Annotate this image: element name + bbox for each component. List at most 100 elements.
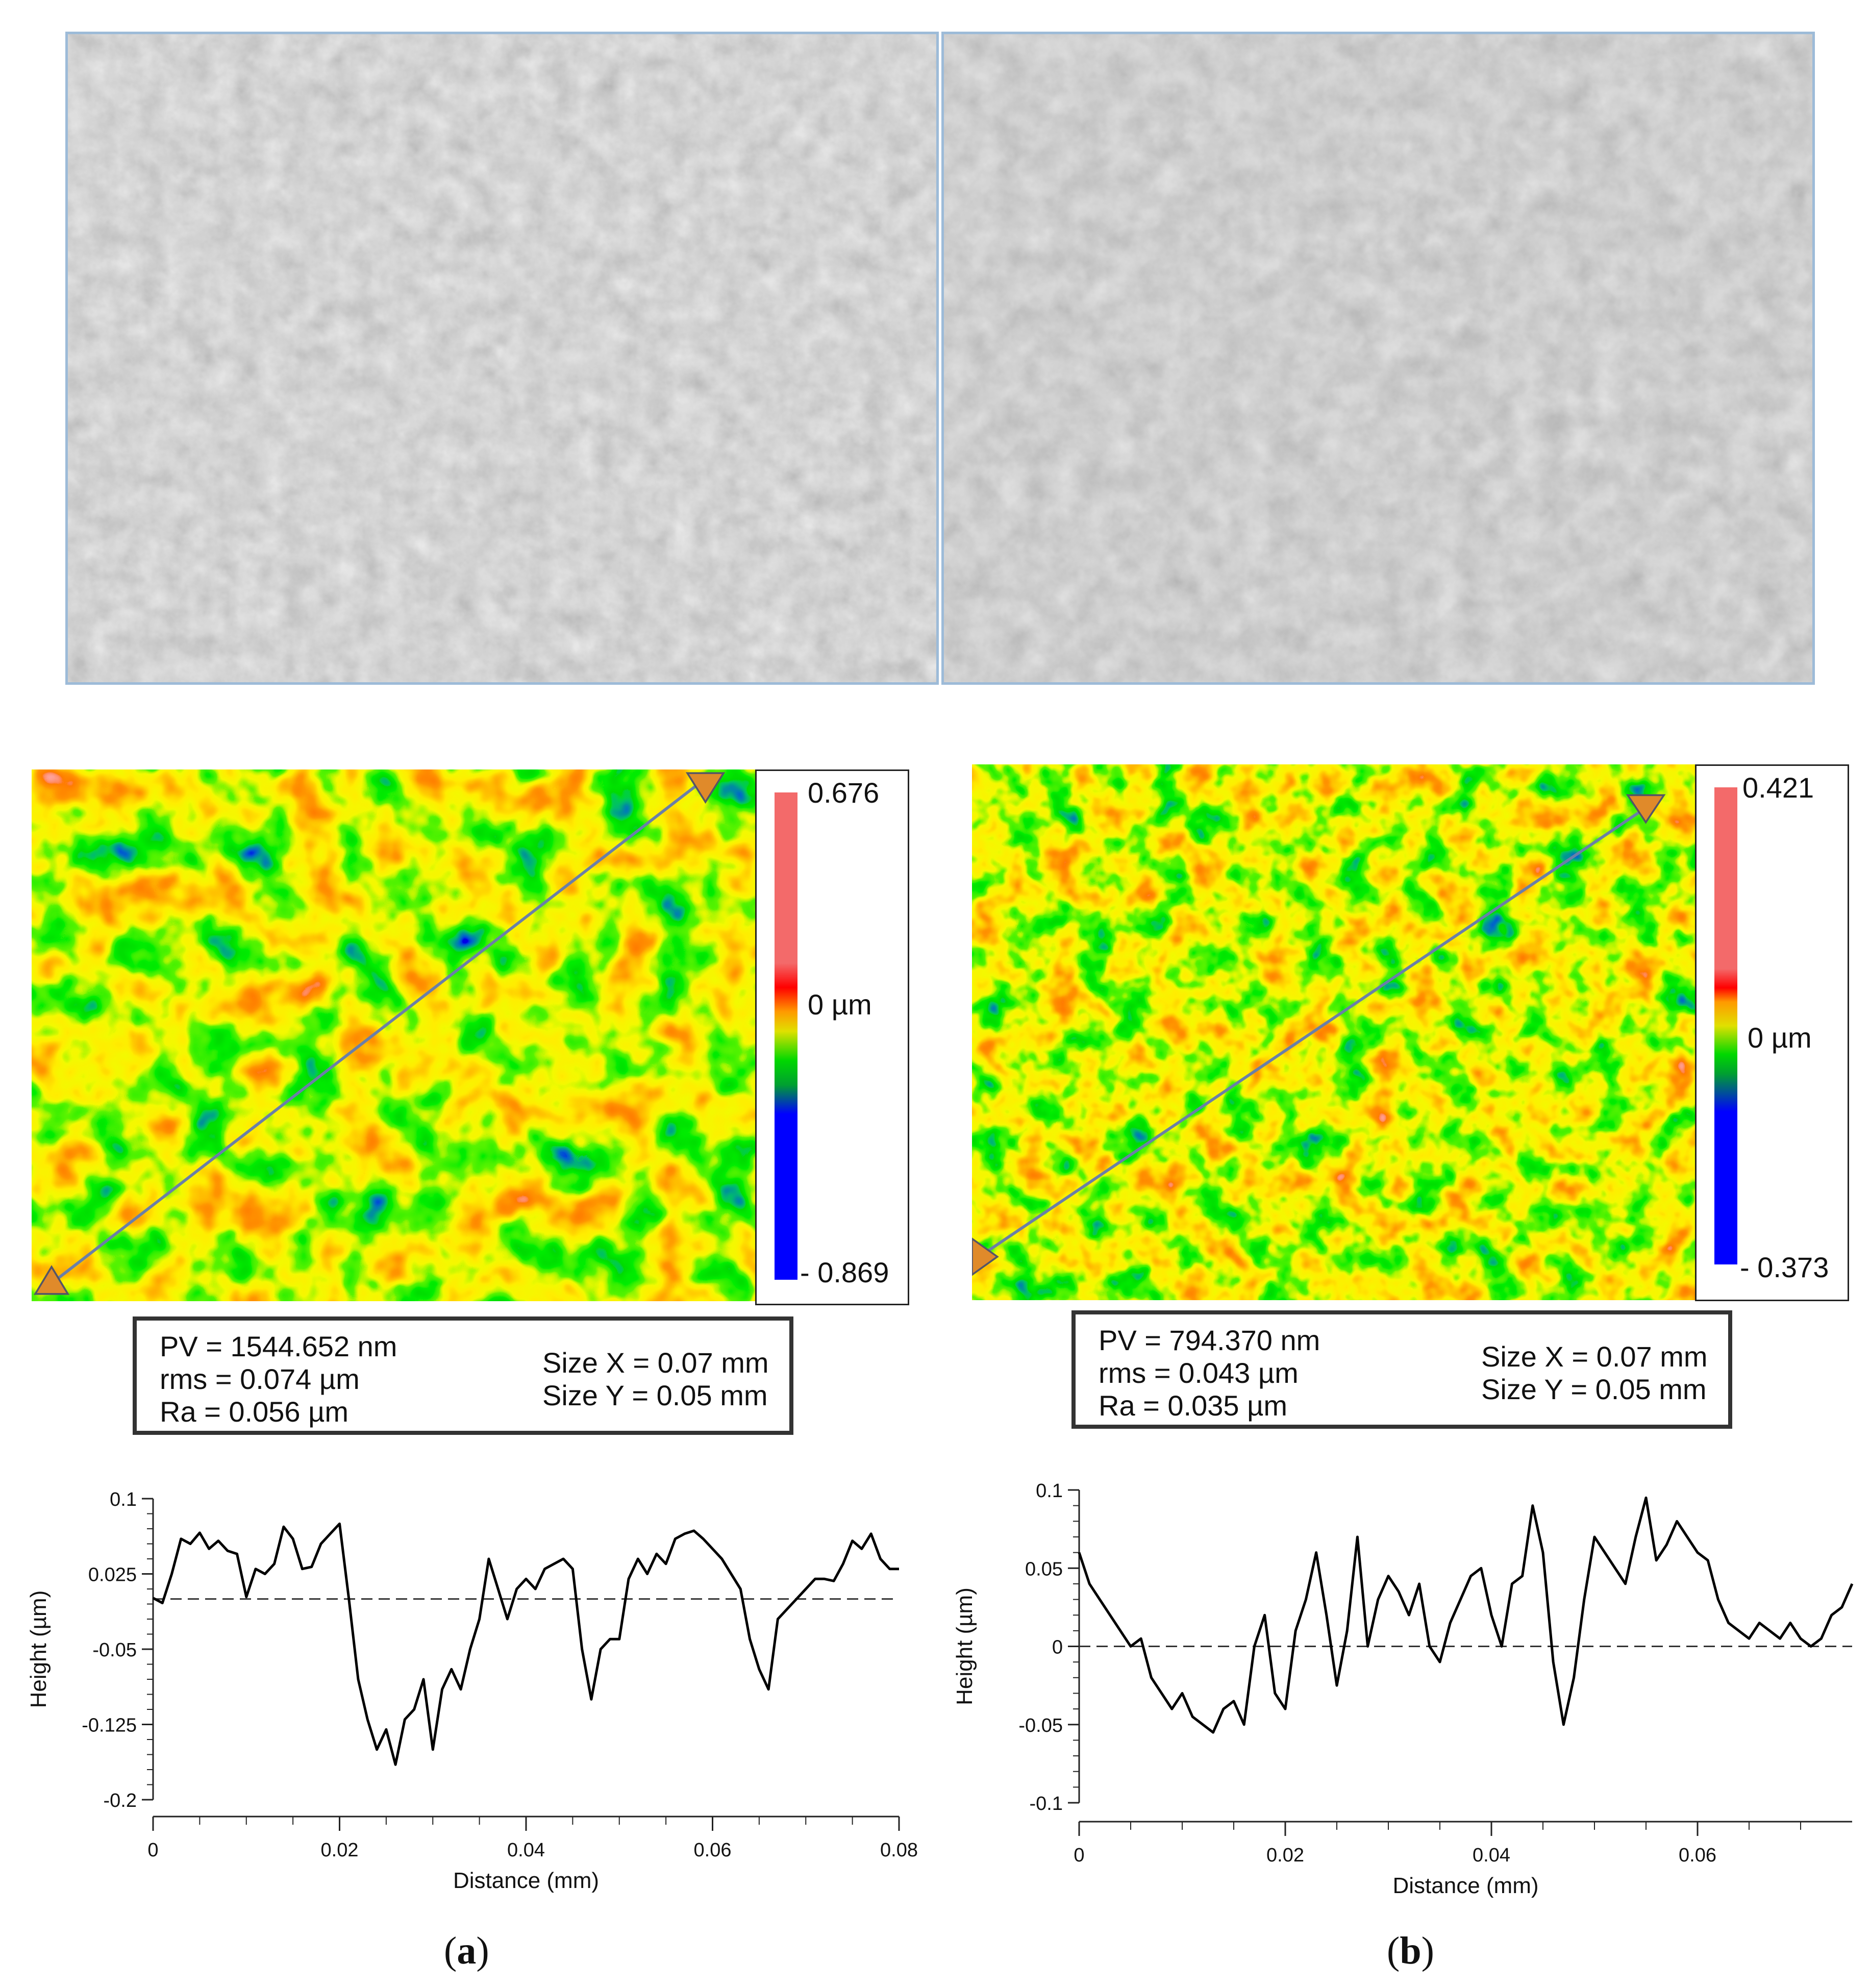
data-point-b	[1429, 1646, 1430, 1647]
data-point-a	[339, 1523, 340, 1525]
data-point-b	[1542, 1552, 1544, 1553]
data-point-b	[1254, 1646, 1255, 1647]
data-point-b	[1779, 1638, 1781, 1639]
data-point-b	[1841, 1606, 1842, 1608]
colorbar-gradient-a	[775, 792, 797, 1280]
data-point-b	[1852, 1583, 1853, 1584]
colorbar-min-a: - 0.869	[800, 1256, 889, 1288]
data-point-b	[1614, 1568, 1616, 1569]
data-point-a	[814, 1578, 816, 1580]
data-point-a	[283, 1526, 284, 1528]
data-point-b	[1109, 1614, 1111, 1616]
data-point-b	[1212, 1732, 1214, 1733]
data-point-a	[479, 1619, 480, 1620]
y-tick-label-a: -0.125	[82, 1715, 137, 1736]
data-point-b	[1789, 1622, 1791, 1624]
data-point-a	[162, 1602, 163, 1604]
panel-label-b: (b)	[1387, 1929, 1434, 1972]
data-point-a	[609, 1638, 611, 1640]
height-map-a	[32, 769, 756, 1301]
data-point-b	[1357, 1536, 1358, 1537]
data-point-b	[1439, 1661, 1441, 1663]
data-point-a	[507, 1619, 508, 1620]
data-point-b	[1749, 1638, 1750, 1639]
data-point-a	[404, 1719, 406, 1720]
data-point-a	[171, 1573, 172, 1575]
data-point-a	[526, 1578, 527, 1580]
data-point-b	[1676, 1521, 1678, 1522]
data-point-a	[422, 1679, 424, 1680]
data-point-b	[1656, 1559, 1657, 1561]
y-tick-label-b: 0	[1052, 1637, 1063, 1658]
data-point-b	[1563, 1724, 1564, 1725]
data-point-a	[553, 1563, 555, 1564]
x-tick-label-b: 0.02	[1266, 1845, 1304, 1866]
data-point-b	[1285, 1708, 1286, 1710]
data-point-b	[1418, 1583, 1420, 1584]
data-point-b	[1480, 1568, 1482, 1569]
data-point-b	[1151, 1677, 1152, 1678]
data-point-a	[320, 1543, 321, 1545]
y-axis-label-a: Height (µm)	[26, 1591, 51, 1708]
y-tick-label-a: 0.1	[110, 1489, 137, 1510]
data-point-a	[348, 1598, 350, 1600]
data-point-a	[385, 1729, 387, 1730]
data-point-b	[1686, 1536, 1688, 1537]
data-point-a	[824, 1578, 825, 1580]
profile-chart-a: 0.1 0.025 -0.05 -0.125 -0.2 0 0.02 0.04 0.06 0.08…	[0, 1470, 939, 1893]
data-point-b	[1800, 1638, 1802, 1639]
data-point-a	[795, 1598, 797, 1600]
data-point-a	[581, 1649, 583, 1650]
data-point-a	[618, 1638, 620, 1640]
data-point-b	[1305, 1599, 1307, 1600]
y-tick-label-a: -0.05	[92, 1639, 137, 1661]
data-point-a	[413, 1709, 415, 1710]
y-tick-label-b: 0.05	[1025, 1558, 1063, 1580]
data-point-b	[1388, 1575, 1389, 1577]
data-point-a	[488, 1558, 489, 1560]
data-point-a	[572, 1568, 574, 1570]
data-point-b	[1604, 1552, 1606, 1553]
data-point-a	[497, 1588, 499, 1590]
data-point-b	[1594, 1536, 1595, 1537]
data-point-a	[264, 1573, 266, 1575]
ra-value-b: Ra = 0.035 µm	[1099, 1389, 1288, 1422]
data-point-b	[1583, 1599, 1585, 1600]
data-point-a	[880, 1558, 881, 1560]
data-point-a	[273, 1563, 275, 1564]
data-point-a	[889, 1568, 890, 1570]
x-tick-label-a: 0.02	[321, 1840, 359, 1861]
height-map-b	[972, 764, 1697, 1300]
data-point-a	[292, 1538, 294, 1539]
data-point-a	[758, 1669, 760, 1670]
size-x-b: Size X = 0.07 mm	[1481, 1340, 1708, 1373]
profile-chart-b: 0.1 0.05 0 -0.05 -0.1 0 0.02 0.04 0.06 Distance (…	[939, 1470, 1870, 1898]
data-point-b	[1553, 1661, 1554, 1663]
data-point-a	[684, 1533, 685, 1534]
profile-line-b	[1078, 1496, 1854, 1734]
data-point-a	[180, 1538, 182, 1539]
data-point-a	[367, 1719, 368, 1720]
x-tick-label-a: 0.08	[880, 1840, 918, 1861]
data-point-a	[255, 1568, 257, 1570]
data-point-a	[245, 1596, 247, 1598]
data-point-a	[786, 1608, 788, 1610]
data-point-a	[731, 1573, 732, 1575]
pv-value-a: PV = 1544.652 nm	[160, 1330, 397, 1362]
data-point-a	[656, 1553, 657, 1555]
data-point-b	[1336, 1685, 1338, 1686]
stats-box-a: PV = 1544.652 nm rms = 0.074 µm Ra = 0.0…	[133, 1316, 793, 1435]
optical-image-a	[65, 32, 939, 685]
data-point-b	[1079, 1552, 1080, 1553]
data-point-a	[852, 1540, 853, 1542]
data-point-b	[1347, 1630, 1348, 1631]
data-point-a	[544, 1568, 545, 1570]
data-point-b	[1573, 1677, 1575, 1678]
data-point-b	[1460, 1599, 1461, 1600]
data-point-a	[190, 1543, 191, 1545]
data-point-a	[432, 1749, 434, 1750]
y-tick-label-b: -0.1	[1030, 1793, 1063, 1815]
data-point-a	[768, 1688, 769, 1690]
data-point-a	[376, 1749, 378, 1750]
data-point-a	[590, 1699, 592, 1700]
